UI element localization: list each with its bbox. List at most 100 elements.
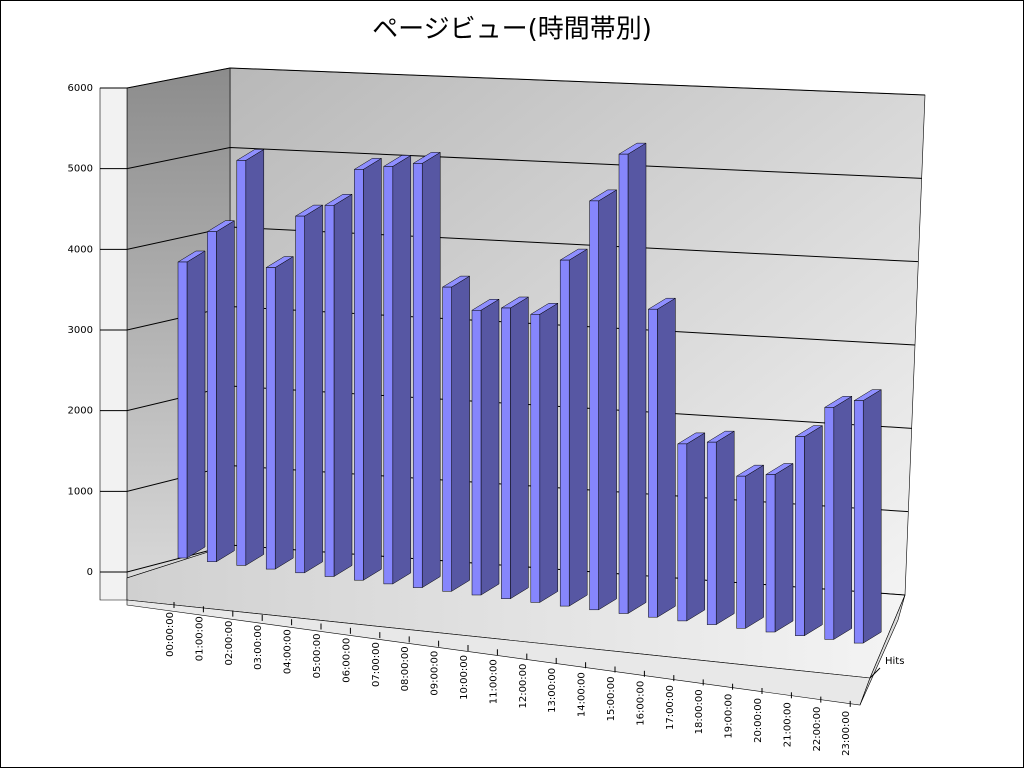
bar-front bbox=[765, 474, 776, 633]
bar bbox=[823, 395, 853, 640]
y-tick-label: 6000 bbox=[68, 83, 93, 94]
bar-side bbox=[833, 395, 853, 640]
x-tick-label: 07:00:00 bbox=[371, 642, 382, 687]
x-tick-label: 23:00:00 bbox=[841, 711, 852, 756]
bar-front bbox=[618, 153, 629, 614]
x-tick-label: 16:00:00 bbox=[635, 681, 646, 726]
bar-front bbox=[177, 261, 188, 559]
bar-side bbox=[745, 464, 764, 629]
bar-front bbox=[295, 215, 305, 574]
bar-front bbox=[706, 441, 717, 625]
bar-side bbox=[804, 425, 823, 637]
y-tick-label: 1000 bbox=[68, 486, 93, 497]
bar-front bbox=[265, 267, 276, 570]
x-tick-label: 21:00:00 bbox=[782, 702, 793, 747]
x-tick-label: 10:00:00 bbox=[459, 655, 470, 700]
bar bbox=[765, 463, 794, 633]
x-tick-label: 06:00:00 bbox=[341, 638, 352, 683]
grid-line bbox=[126, 67, 926, 96]
bar bbox=[529, 302, 559, 603]
series-tick bbox=[869, 667, 881, 679]
bar-side bbox=[363, 157, 382, 581]
x-tick-label: 22:00:00 bbox=[812, 707, 823, 752]
x-tick-label: 05:00:00 bbox=[312, 634, 323, 679]
x-tick-label: 19:00:00 bbox=[724, 694, 735, 739]
bar bbox=[471, 298, 500, 596]
bar-front bbox=[354, 169, 364, 581]
x-tick-label: 17:00:00 bbox=[665, 685, 676, 730]
x-tick-label: 00:00:00 bbox=[165, 612, 176, 657]
x-tick-label: 03:00:00 bbox=[253, 625, 264, 670]
x-tick-label: 18:00:00 bbox=[694, 689, 705, 734]
bar bbox=[353, 157, 383, 581]
bar-front bbox=[501, 307, 511, 599]
bar bbox=[441, 275, 471, 592]
bar-side bbox=[304, 204, 323, 574]
bar bbox=[265, 256, 295, 570]
bar-side bbox=[627, 142, 647, 614]
bar-front bbox=[853, 400, 864, 644]
bar-side bbox=[686, 432, 706, 622]
bar-side bbox=[333, 193, 353, 577]
x-tick-label: 12:00:00 bbox=[518, 664, 529, 709]
bar-side bbox=[274, 256, 294, 570]
bar bbox=[382, 154, 412, 585]
bar bbox=[235, 148, 265, 566]
bar bbox=[588, 189, 618, 611]
bar-front bbox=[824, 407, 835, 640]
bar bbox=[324, 193, 353, 577]
bar-side bbox=[862, 389, 882, 644]
bar-front bbox=[589, 200, 599, 611]
bar-side bbox=[245, 148, 265, 566]
bar-side bbox=[186, 250, 206, 559]
x-tick-label: 14:00:00 bbox=[577, 672, 588, 717]
bar-side bbox=[216, 220, 235, 563]
y-tick-label: 0 bbox=[87, 567, 93, 578]
bar bbox=[500, 296, 530, 600]
y-tick-label: 2000 bbox=[68, 406, 93, 417]
bar bbox=[676, 432, 706, 622]
bar bbox=[294, 204, 324, 574]
y-tick-label: 5000 bbox=[68, 164, 93, 175]
bar-side bbox=[392, 154, 412, 585]
bar-front bbox=[442, 286, 452, 592]
bar-side bbox=[657, 297, 676, 618]
x-tick-label: 11:00:00 bbox=[488, 659, 499, 704]
bar-front bbox=[412, 163, 423, 588]
floor-right-edge bbox=[859, 594, 906, 706]
bar-side bbox=[568, 248, 588, 607]
bar-front bbox=[324, 205, 335, 577]
bar-front bbox=[736, 475, 746, 629]
bar-side bbox=[774, 463, 794, 633]
bar-front bbox=[677, 443, 688, 622]
x-tick-label: 04:00:00 bbox=[283, 629, 294, 674]
grid-line bbox=[126, 146, 922, 179]
bar bbox=[412, 151, 442, 589]
side-wall-edge bbox=[99, 87, 128, 601]
bar bbox=[177, 250, 206, 559]
bar bbox=[853, 389, 883, 644]
y-tick-label: 3000 bbox=[68, 325, 93, 336]
bar-side bbox=[715, 430, 735, 626]
bar-front bbox=[383, 166, 394, 585]
bar-side bbox=[480, 298, 500, 596]
x-tick-label: 20:00:00 bbox=[753, 698, 764, 743]
chart-title: ページビュー(時間帯別) bbox=[372, 15, 652, 45]
bar bbox=[647, 297, 677, 618]
bar-front bbox=[795, 436, 805, 636]
bar bbox=[206, 220, 236, 563]
bar-side bbox=[421, 151, 441, 589]
bar-front bbox=[530, 314, 541, 603]
x-tick-label: 09:00:00 bbox=[430, 651, 441, 696]
x-tick-label: 02:00:00 bbox=[224, 621, 235, 666]
bar-front bbox=[559, 259, 570, 607]
x-tick-label: 08:00:00 bbox=[400, 646, 411, 691]
x-tick-label: 13:00:00 bbox=[547, 668, 558, 713]
bar-front bbox=[207, 231, 217, 562]
series-label: Hits bbox=[885, 656, 904, 667]
bar-side bbox=[510, 296, 529, 600]
x-tick-label: 01:00:00 bbox=[194, 616, 205, 661]
bar-front bbox=[648, 308, 658, 618]
bar bbox=[794, 425, 824, 637]
